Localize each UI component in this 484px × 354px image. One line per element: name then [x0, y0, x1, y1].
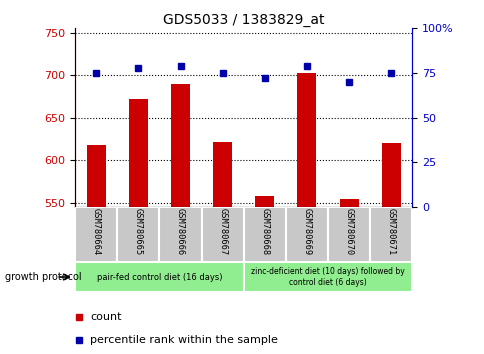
- Bar: [243, 207, 285, 262]
- Text: GSM780670: GSM780670: [344, 208, 353, 255]
- Bar: [117, 207, 159, 262]
- Bar: [297, 73, 316, 207]
- Text: GSM780667: GSM780667: [218, 208, 227, 255]
- Text: percentile rank within the sample: percentile rank within the sample: [90, 335, 278, 346]
- Text: GSM780664: GSM780664: [91, 208, 101, 255]
- Title: GDS5033 / 1383829_at: GDS5033 / 1383829_at: [163, 13, 324, 27]
- Text: count: count: [90, 312, 121, 322]
- Bar: [327, 207, 369, 262]
- Bar: [369, 207, 411, 262]
- Text: GSM780665: GSM780665: [134, 208, 143, 255]
- Text: GSM780666: GSM780666: [176, 208, 184, 255]
- Bar: [75, 262, 243, 292]
- Bar: [75, 207, 117, 262]
- Bar: [171, 84, 190, 207]
- Text: GSM780671: GSM780671: [386, 208, 395, 255]
- Text: growth protocol: growth protocol: [5, 272, 81, 282]
- Bar: [87, 145, 106, 207]
- Bar: [159, 207, 201, 262]
- Bar: [213, 142, 232, 207]
- Bar: [243, 262, 411, 292]
- Bar: [201, 207, 243, 262]
- Text: GSM780668: GSM780668: [260, 208, 269, 255]
- Text: GSM780669: GSM780669: [302, 208, 311, 255]
- Bar: [285, 207, 327, 262]
- Bar: [255, 196, 273, 207]
- Text: zinc-deficient diet (10 days) followed by
control diet (6 days): zinc-deficient diet (10 days) followed b…: [251, 267, 404, 287]
- Text: pair-fed control diet (16 days): pair-fed control diet (16 days): [96, 273, 222, 281]
- Bar: [129, 99, 148, 207]
- Bar: [339, 199, 358, 207]
- Bar: [381, 143, 400, 207]
